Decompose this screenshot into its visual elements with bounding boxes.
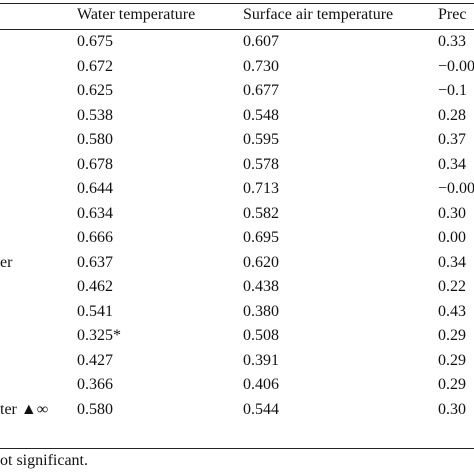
- cell-surface-air-temperature: 0.595: [243, 131, 279, 148]
- cell-precipitation: 0.30: [438, 205, 466, 222]
- cell-precipitation: 0.43: [438, 303, 466, 320]
- cell-water-temperature: 0.637: [77, 254, 113, 271]
- cell-water-temperature: 0.644: [77, 180, 113, 197]
- cell-precipitation: 0.22: [438, 278, 466, 295]
- cell-surface-air-temperature: 0.607: [243, 33, 279, 50]
- cell-precipitation: 0.30: [438, 401, 466, 418]
- header-surface-air-temperature: Surface air temperature: [243, 6, 394, 23]
- cell-precipitation: 0.34: [438, 254, 466, 271]
- cell-surface-air-temperature: 0.730: [243, 58, 279, 75]
- cell-water-temperature: 0.634: [77, 205, 113, 222]
- table-bottom-rule: [0, 448, 474, 449]
- cell-water-temperature: 0.675: [77, 33, 113, 50]
- cell-precipitation: −0.1: [438, 82, 468, 99]
- cell-water-temperature: 0.672: [77, 58, 113, 75]
- cell-water-temperature: 0.666: [77, 229, 113, 246]
- table-top-rule: [0, 3, 474, 4]
- cell-precipitation: 0.29: [438, 327, 466, 344]
- header-water-temperature: Water temperature: [77, 6, 196, 23]
- cell-surface-air-temperature: 0.620: [243, 254, 279, 271]
- cell-water-temperature: 0.625: [77, 82, 113, 99]
- cell-precipitation: 0.29: [438, 352, 466, 369]
- cell-water-temperature: 0.538: [77, 107, 113, 124]
- cell-water-temperature: 0.580: [77, 131, 113, 148]
- cell-surface-air-temperature: 0.391: [243, 352, 279, 369]
- cell-surface-air-temperature: 0.508: [243, 327, 279, 344]
- cell-surface-air-temperature: 0.578: [243, 156, 279, 173]
- cell-precipitation: 0.33: [438, 33, 466, 50]
- cell-surface-air-temperature: 0.438: [243, 278, 279, 295]
- cell-precipitation: −0.00: [438, 180, 474, 197]
- cell-precipitation: −0.00: [438, 58, 474, 75]
- cell-water-temperature: 0.462: [77, 278, 113, 295]
- cell-water-temperature: 0.427: [77, 352, 113, 369]
- cell-surface-air-temperature: 0.544: [243, 401, 279, 418]
- row-label: ter ▲∞: [0, 401, 49, 418]
- row-label: er: [0, 254, 13, 271]
- cell-water-temperature: 0.325*: [77, 327, 121, 344]
- table-footnote: ot significant.: [0, 452, 88, 469]
- cell-precipitation: 0.00: [438, 229, 466, 246]
- cell-surface-air-temperature: 0.548: [243, 107, 279, 124]
- cell-precipitation: 0.37: [438, 131, 466, 148]
- cell-water-temperature: 0.366: [77, 376, 113, 393]
- cell-water-temperature: 0.678: [77, 156, 113, 173]
- cell-surface-air-temperature: 0.713: [243, 180, 279, 197]
- cell-surface-air-temperature: 0.406: [243, 376, 279, 393]
- table-header-rule: [0, 29, 474, 30]
- cell-precipitation: 0.34: [438, 156, 466, 173]
- cell-surface-air-temperature: 0.582: [243, 205, 279, 222]
- cell-surface-air-temperature: 0.677: [243, 82, 279, 99]
- header-precipitation: Prec: [438, 6, 467, 23]
- cell-water-temperature: 0.580: [77, 401, 113, 418]
- cell-precipitation: 0.28: [438, 107, 466, 124]
- cell-surface-air-temperature: 0.695: [243, 229, 279, 246]
- cell-surface-air-temperature: 0.380: [243, 303, 279, 320]
- cell-water-temperature: 0.541: [77, 303, 113, 320]
- cell-precipitation: 0.29: [438, 376, 466, 393]
